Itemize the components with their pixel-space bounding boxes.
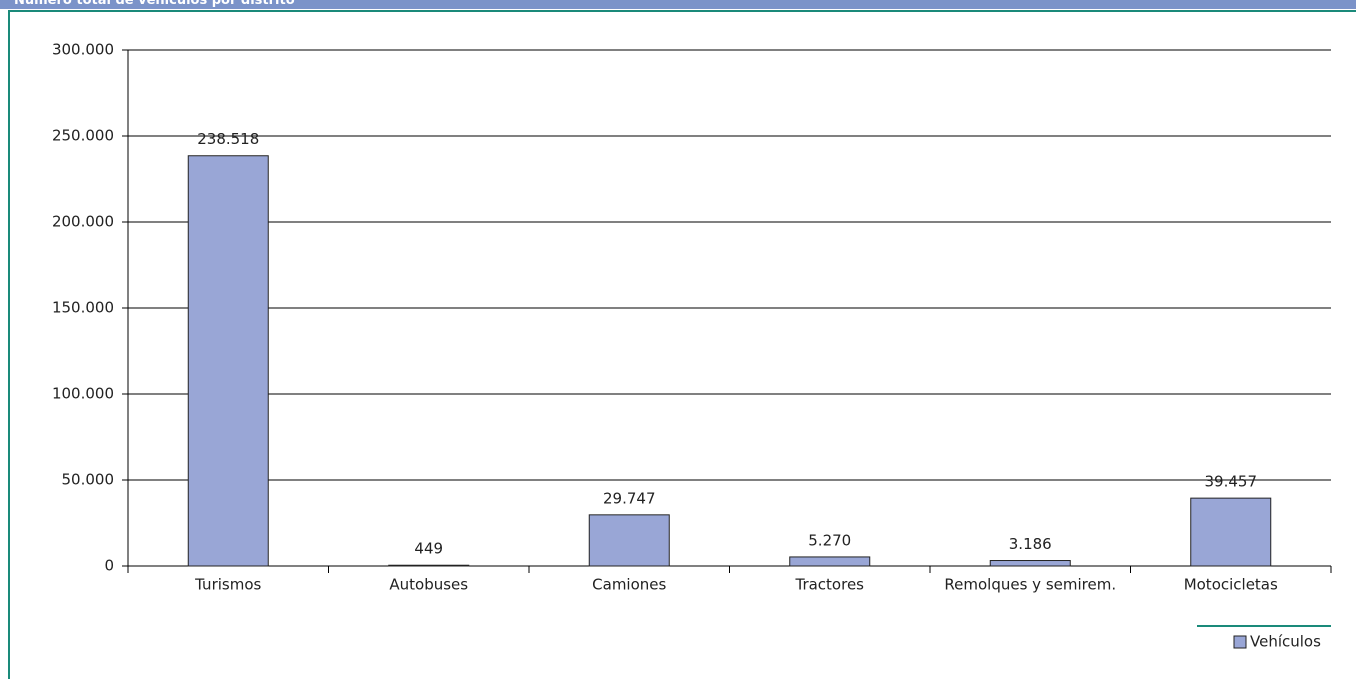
y-tick-label: 150.000	[52, 299, 114, 317]
y-tick-label: 100.000	[52, 385, 114, 403]
value-label: 39.457	[1205, 473, 1258, 491]
value-label: 449	[414, 540, 443, 558]
x-tick-label: Camiones	[592, 576, 666, 594]
x-tick-label: Tractores	[794, 576, 864, 594]
x-tick-label: Remolques y semirem.	[944, 576, 1116, 594]
value-label: 29.747	[603, 489, 656, 507]
bar	[789, 556, 871, 567]
value-label: 238.518	[197, 130, 259, 148]
x-tick-label: Autobuses	[389, 576, 468, 594]
legend-label: Vehículos	[1250, 633, 1321, 651]
y-tick-label: 300.000	[52, 41, 114, 59]
x-tick-label: Turismos	[194, 576, 261, 594]
bar	[388, 564, 470, 567]
y-tick-label: 250.000	[52, 127, 114, 145]
bar	[187, 155, 269, 567]
y-tick-label: 0	[104, 557, 114, 575]
chart-title: Número total de vehículos por distrito	[14, 0, 295, 8]
y-tick-label: 50.000	[62, 471, 115, 489]
header-bar: Número total de vehículos por distrito	[0, 0, 1356, 9]
bar	[588, 514, 670, 567]
value-label: 5.270	[808, 531, 851, 549]
value-label: 3.186	[1009, 535, 1052, 553]
bar	[1190, 497, 1272, 567]
x-tick-label: Motocicletas	[1184, 576, 1278, 594]
legend-swatch	[1233, 635, 1247, 649]
y-tick-label: 200.000	[52, 213, 114, 231]
bar	[989, 560, 1071, 567]
